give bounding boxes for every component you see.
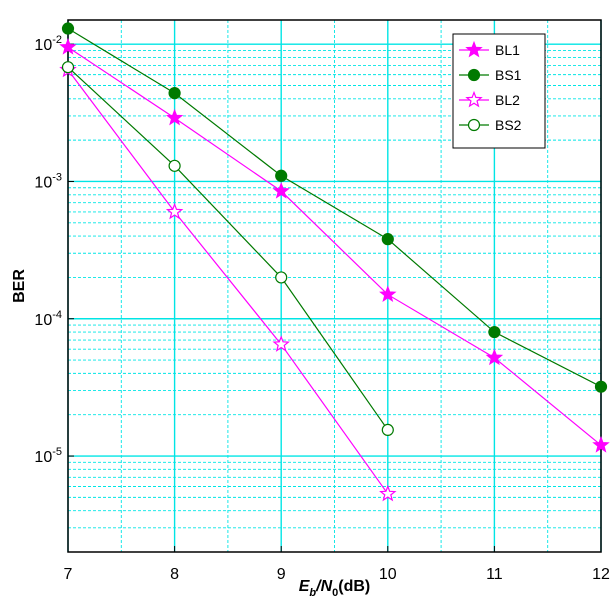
x-axis-label: Eb/N0(dB) [299, 578, 371, 598]
data-point [272, 181, 290, 199]
y-tick-exponent: -2 [52, 34, 62, 46]
data-point [275, 169, 288, 182]
series-line [67, 69, 389, 495]
y-tick-exponent: -3 [52, 171, 62, 183]
data-point [379, 285, 397, 302]
legend-item-bs1: BS1 [459, 67, 522, 83]
data-point [381, 423, 394, 437]
data-point [488, 325, 501, 339]
y-tick-base: 10 [34, 37, 52, 54]
legend-label: BS1 [495, 67, 522, 83]
legend-swatch-marker [465, 40, 483, 58]
y-tick-label: 10-3 [34, 171, 62, 191]
data-point [168, 159, 181, 172]
legend-swatch-marker [467, 118, 481, 132]
y-tick-label: 10-2 [34, 34, 62, 54]
series-layer [59, 22, 610, 502]
data-point [61, 61, 75, 74]
legend-label: BS2 [495, 117, 522, 133]
data-point [379, 484, 397, 502]
x-axis-label-sub-0: 0 [332, 587, 338, 598]
legend-item-bl2: BL2 [459, 90, 520, 108]
x-tick-label: 7 [64, 566, 73, 583]
data-point [485, 348, 504, 366]
series-bl1 [59, 38, 610, 453]
x-tick-label: 8 [170, 566, 179, 583]
legend: BL1 BS1 BL2 BS2 [452, 33, 546, 149]
y-axis-label: BER [11, 269, 28, 303]
legend-label: BL1 [495, 42, 520, 58]
legend-label: BL2 [495, 92, 520, 108]
legend-swatch-marker [465, 90, 483, 108]
data-point [381, 233, 394, 246]
x-axis-label-mid: /N [315, 578, 332, 595]
y-tick-base: 10 [34, 312, 52, 329]
plot-frame [67, 19, 602, 553]
series-bs1 [61, 22, 608, 393]
x-tick-label: 11 [486, 566, 503, 583]
y-tick-exponent: -4 [52, 309, 62, 321]
data-point [59, 38, 77, 55]
data-point [168, 87, 181, 100]
x-tick-label: 9 [277, 566, 286, 583]
y-tick-base: 10 [34, 174, 52, 191]
data-point [272, 335, 290, 352]
data-point [165, 108, 184, 126]
data-point [592, 435, 610, 453]
legend-item-bl1: BL1 [459, 40, 520, 58]
series-line [67, 46, 602, 446]
x-tick-label: 12 [592, 566, 610, 583]
y-tick-exponent: -5 [52, 446, 62, 458]
y-tick-label: 10-4 [34, 309, 62, 329]
legend-box [452, 33, 546, 149]
series-line [67, 28, 602, 388]
data-point [594, 380, 608, 393]
x-axis-label-sub-b: b [309, 587, 316, 598]
y-tick-base: 10 [34, 449, 52, 466]
legend-swatch-marker [467, 68, 481, 82]
y-tick-label: 10-5 [34, 446, 62, 466]
data-point [275, 271, 288, 284]
x-axis-label-unit: (dB) [338, 578, 370, 595]
legend-item-bs2: BS2 [459, 117, 522, 133]
data-point [165, 202, 184, 220]
x-tick-label: 10 [379, 566, 397, 583]
x-axis-label-main: E [299, 578, 311, 595]
series-bs2 [61, 61, 394, 437]
data-point [61, 22, 75, 35]
series-line [67, 66, 389, 431]
